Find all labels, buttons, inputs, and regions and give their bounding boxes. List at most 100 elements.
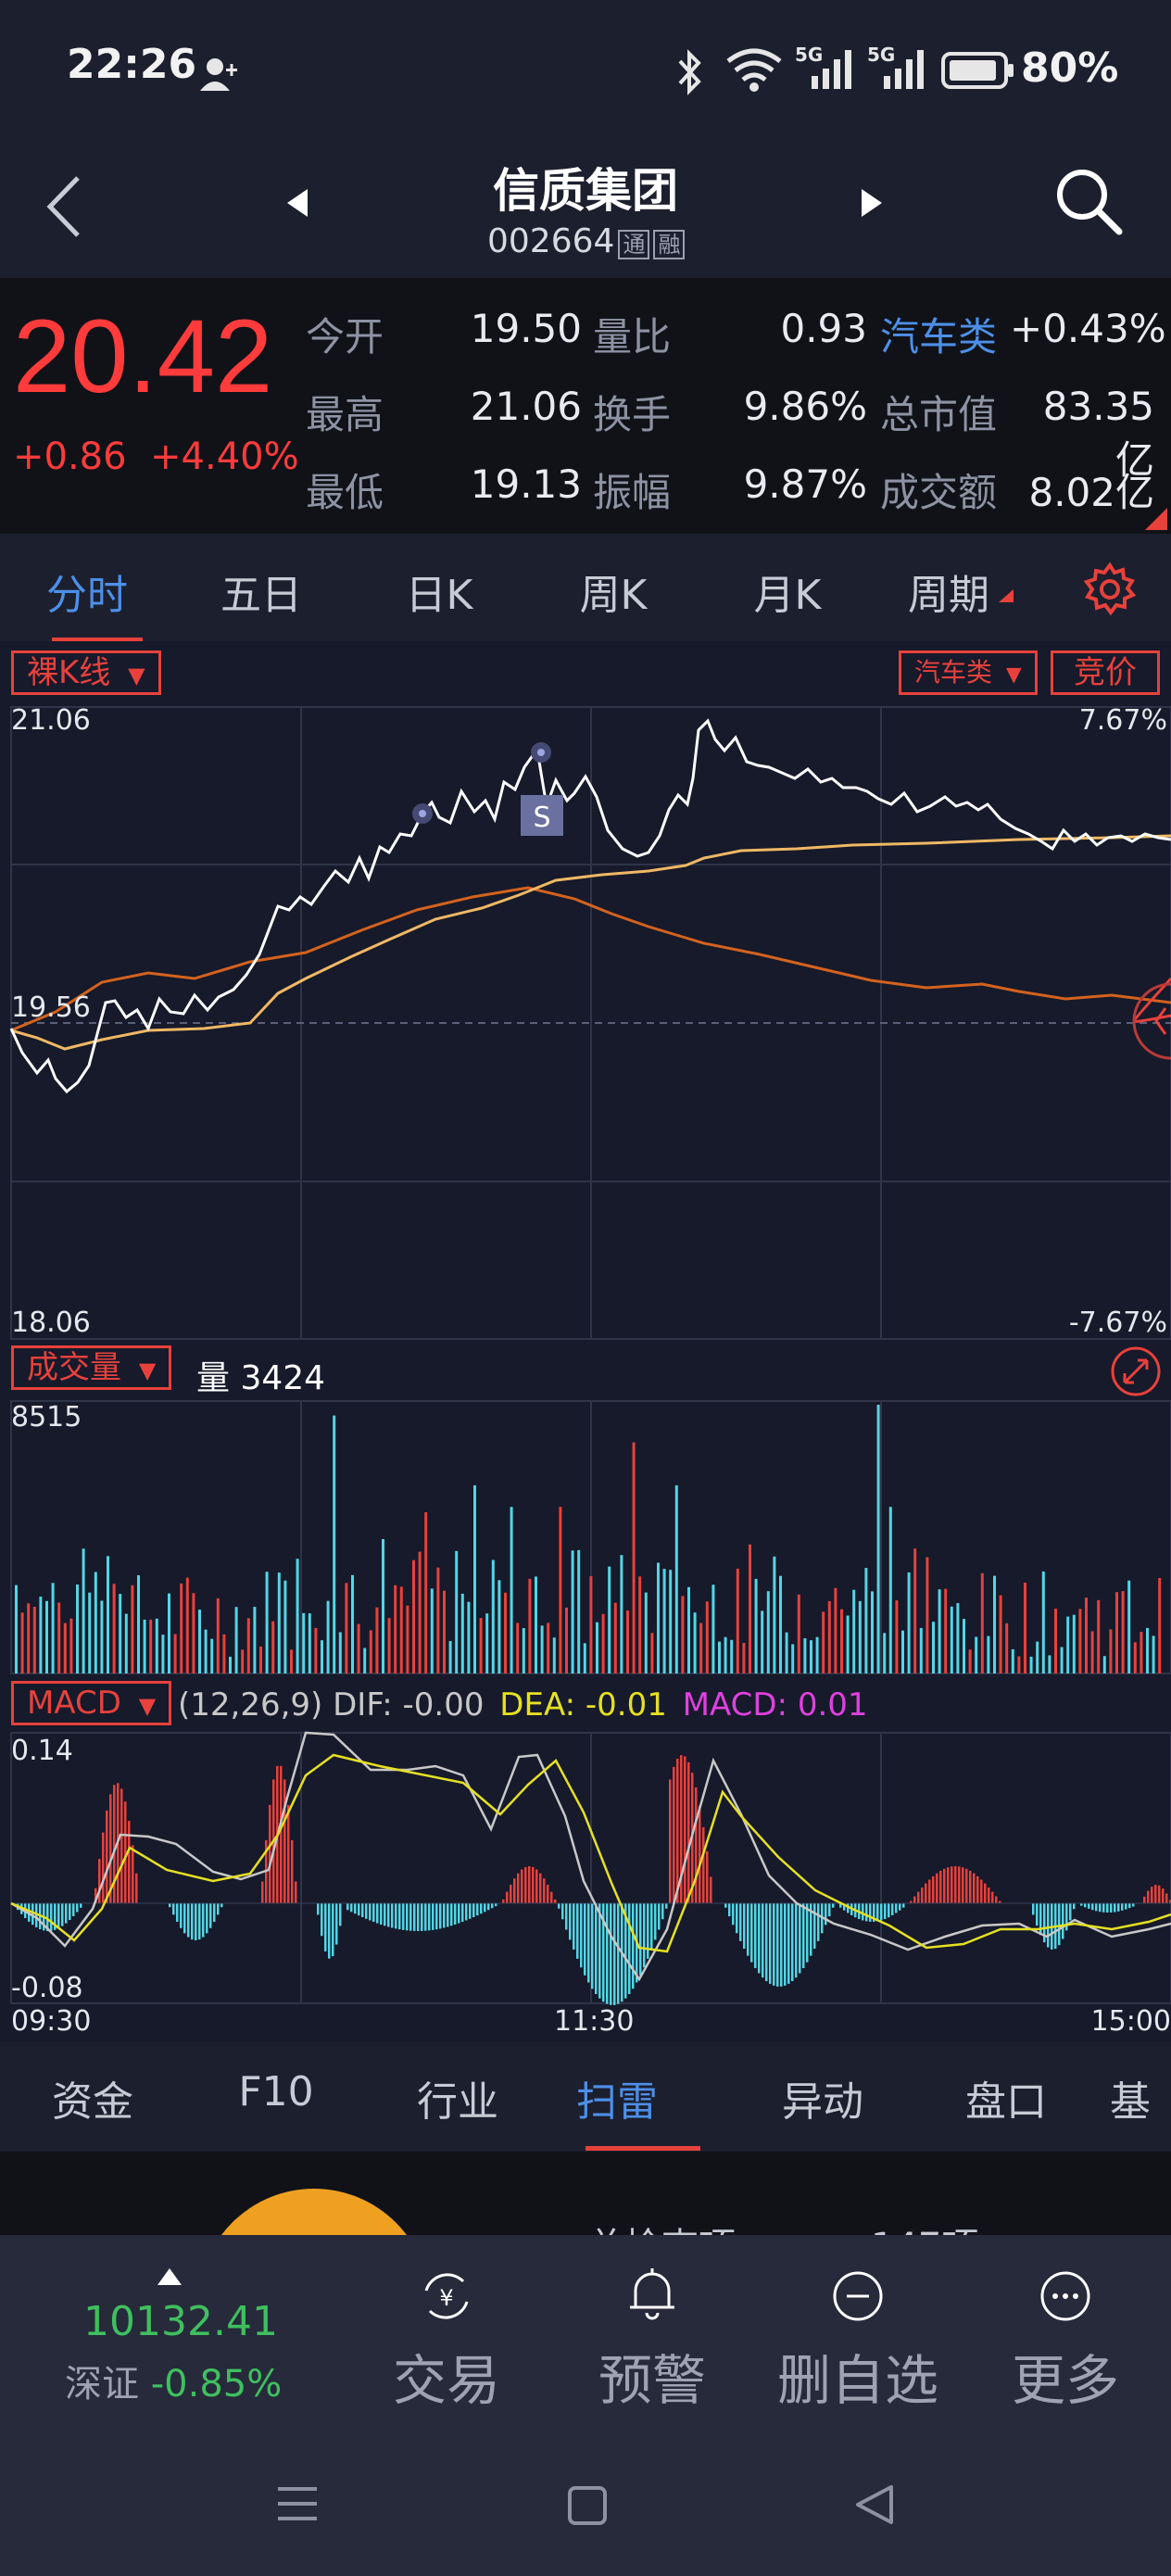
tab-five-day[interactable]: 五日 [220, 572, 302, 619]
volume-bar [895, 1600, 899, 1673]
macd-indicator-dropdown[interactable]: MACD ▼ [11, 1681, 172, 1725]
next-stock-icon[interactable] [858, 187, 886, 219]
macd-bar [124, 1801, 127, 1903]
tab-f10[interactable]: F10 [238, 2068, 314, 2115]
price-max-label: 21.06 [11, 704, 91, 737]
rong-badge: 融 [653, 230, 686, 259]
tong-badge: 通 [618, 230, 650, 259]
volume-bar [27, 1603, 31, 1673]
volume-bar [333, 1415, 336, 1673]
volume-bar [173, 1634, 177, 1673]
macd-bar [750, 1903, 753, 1963]
macd-bar [443, 1903, 446, 1928]
sell-signal-marker[interactable] [521, 795, 563, 836]
prev-stock-icon[interactable] [283, 187, 311, 219]
sector-overlay-dropdown[interactable]: 汽车类 ▼ [899, 650, 1038, 695]
index-summary[interactable]: 深证 -0.85% [65, 2354, 282, 2407]
remove-watchlist-icon[interactable] [830, 2268, 886, 2324]
tab-daily-k[interactable]: 日K [405, 572, 473, 619]
macd-bar [54, 1903, 57, 1930]
tab-order-book[interactable]: 盘口 [965, 2078, 1047, 2126]
fullscreen-icon[interactable] [1111, 1346, 1161, 1396]
nav-back-icon[interactable] [854, 2483, 895, 2526]
macd-bar [191, 1903, 194, 1940]
macd-bar [573, 1903, 575, 1950]
volume-bar [907, 1572, 911, 1673]
pct-max-label: 7.67% [1078, 704, 1167, 737]
volume-bar [387, 1618, 391, 1673]
macd-bar [439, 1903, 442, 1929]
macd-bar [113, 1785, 116, 1903]
macd-bar [1065, 1903, 1068, 1931]
volume-indicator-dropdown[interactable]: 成交量 ▼ [11, 1345, 172, 1390]
volume-bar [596, 1622, 598, 1673]
trade-button[interactable]: 交易 [392, 2349, 500, 2412]
tab-weekly-k[interactable]: 周K [579, 572, 648, 619]
tab-period[interactable]: 周期 [908, 572, 989, 619]
price-handle[interactable] [1132, 982, 1171, 1060]
macd-bar [1169, 1900, 1171, 1903]
macd-bar [684, 1756, 686, 1903]
macd-bar [647, 1903, 649, 1959]
tab-risk-scan[interactable]: 扫雷 [576, 2078, 658, 2126]
sector-link[interactable]: 汽车类 [880, 314, 998, 360]
index-value[interactable]: 10132.41 [83, 2298, 278, 2345]
macd-bar [558, 1903, 560, 1909]
macd-bar [332, 1903, 334, 1957]
more-button[interactable]: 更多 [1011, 2349, 1119, 2412]
tab-anomaly[interactable]: 异动 [782, 2078, 863, 2126]
price-handle-arrow-icon [1154, 1007, 1167, 1035]
macd-bar [1110, 1903, 1113, 1913]
volume-bar [112, 1584, 116, 1673]
macd-bar [213, 1903, 216, 1922]
macd-bar [487, 1903, 490, 1911]
macd-bar [917, 1891, 920, 1903]
volume-bar [448, 1641, 452, 1673]
macd-bar [739, 1903, 742, 1941]
volume-bar [773, 1556, 776, 1673]
macd-bar [350, 1903, 353, 1913]
volume-bar [229, 1656, 232, 1673]
open-label: 今开 [306, 314, 384, 360]
nav-home-icon[interactable] [567, 2485, 608, 2526]
macd-bar [550, 1891, 553, 1903]
trade-icon[interactable]: ¥ [419, 2268, 474, 2324]
volume-bar [718, 1641, 721, 1673]
macd-bar [287, 1804, 290, 1903]
volume-bar [88, 1592, 92, 1673]
tab-industry[interactable]: 行业 [417, 2078, 498, 2126]
tab-capital[interactable]: 资金 [52, 2078, 133, 2126]
volume-bar [271, 1621, 275, 1673]
macd-bar [613, 1903, 616, 2005]
macd-bar [528, 1866, 531, 1903]
macd-bar [435, 1903, 438, 1930]
expand-corner-icon[interactable] [1145, 508, 1167, 530]
macd-bar [954, 1866, 957, 1903]
tab-fund[interactable]: 基 [1110, 2078, 1151, 2126]
macd-bar [747, 1903, 749, 1956]
settings-gear-icon[interactable] [1082, 562, 1138, 617]
macd-bar [354, 1903, 357, 1914]
macd-bar [465, 1903, 468, 1921]
back-icon[interactable] [41, 172, 87, 241]
search-icon[interactable] [1052, 165, 1127, 239]
tab-intraday[interactable]: 分时 [46, 572, 128, 619]
more-icon[interactable] [1038, 2268, 1093, 2324]
volume-bar [216, 1597, 220, 1673]
volume-bar [693, 1612, 697, 1673]
auction-toggle[interactable]: 竞价 [1051, 650, 1160, 695]
nav-menu-icon[interactable] [276, 2483, 319, 2524]
volume-bar [168, 1593, 170, 1673]
macd-bar [202, 1903, 205, 1938]
volume-bar [968, 1649, 972, 1673]
kline-mode-dropdown[interactable]: 裸K线 ▼ [11, 650, 161, 695]
tab-monthly-k[interactable]: 月K [753, 572, 822, 619]
macd-bar [335, 1903, 338, 1945]
volume-bar [436, 1567, 440, 1673]
macd-bar [395, 1903, 397, 1929]
alert-button[interactable]: 预警 [598, 2349, 706, 2412]
alert-bell-icon[interactable] [624, 2265, 680, 2324]
volume-bar [687, 1586, 690, 1673]
remove-watchlist-button[interactable]: 删自选 [776, 2349, 938, 2412]
macd-bar [980, 1879, 983, 1903]
